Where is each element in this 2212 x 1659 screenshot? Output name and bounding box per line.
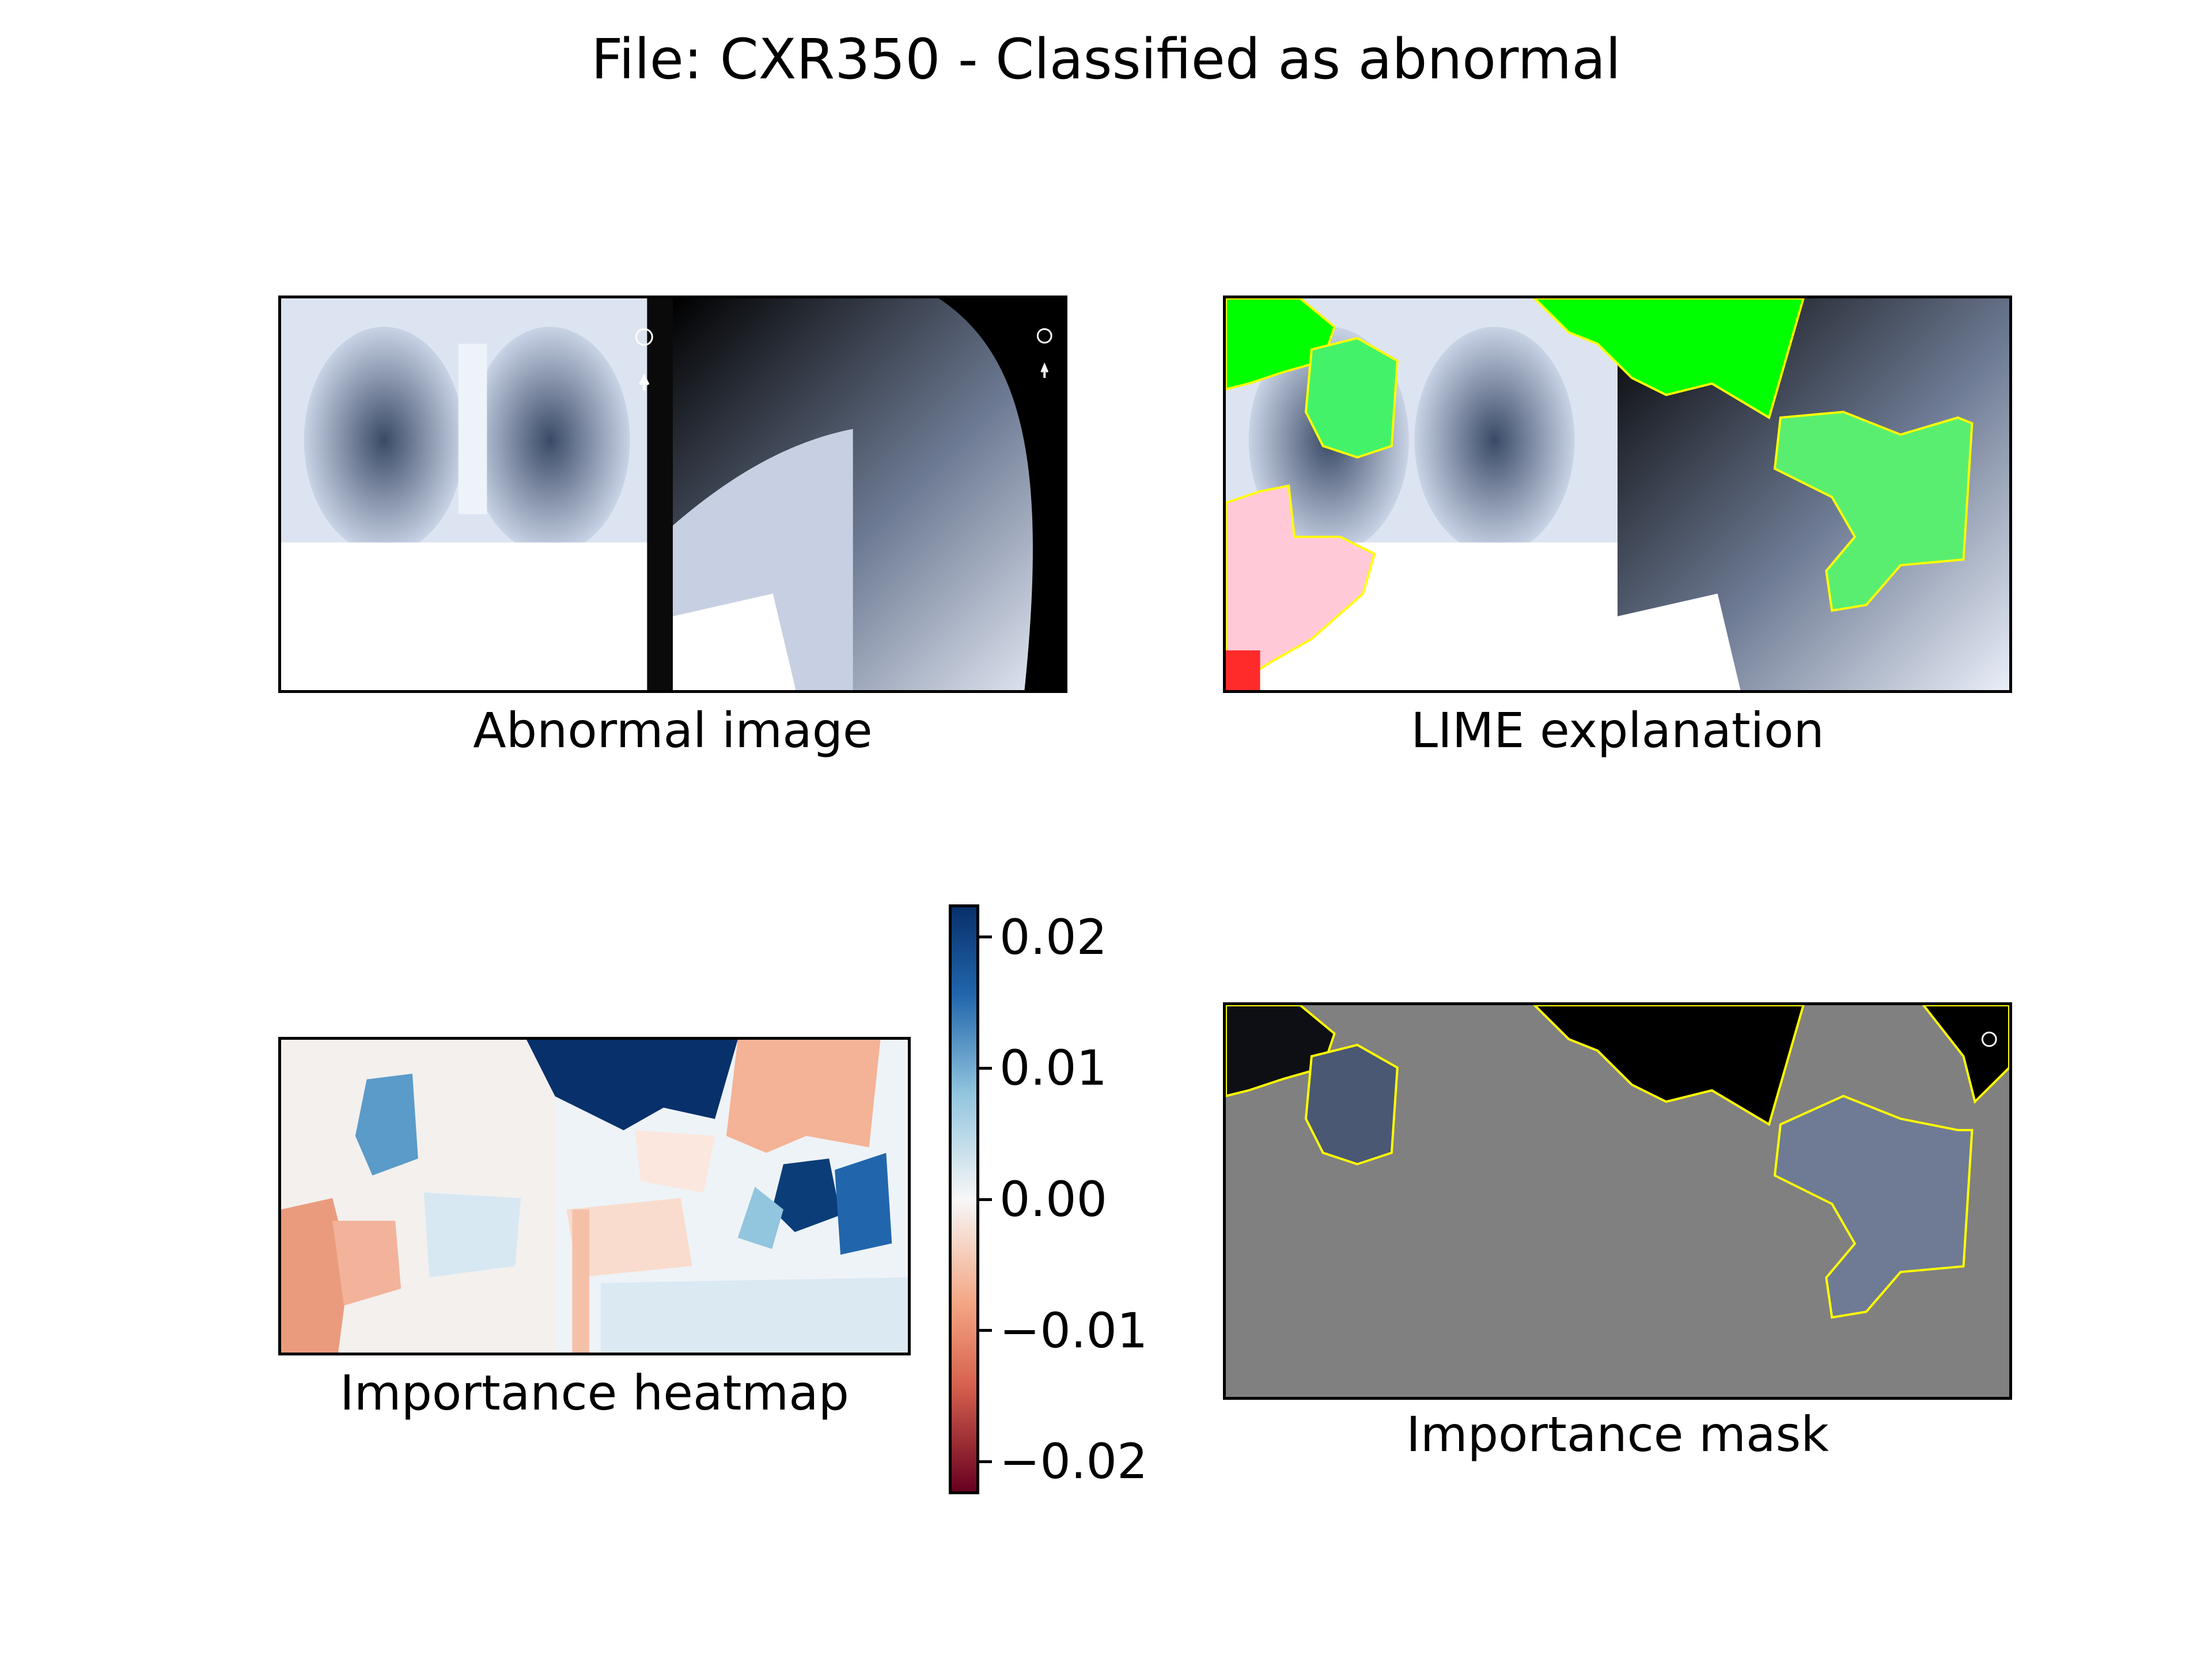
colorbar-tick-label: 0.02 bbox=[999, 908, 1108, 965]
importance-heatmap-panel bbox=[278, 1037, 911, 1355]
lime-explanation-caption: LIME explanation bbox=[1411, 702, 1824, 759]
colorbar-tick-label: 0.00 bbox=[999, 1171, 1108, 1228]
abnormal-image-caption: Abnormal image bbox=[473, 702, 873, 759]
colorbar-tick bbox=[979, 1198, 992, 1201]
colorbar-tick bbox=[979, 1460, 992, 1463]
abnormal-image-panel bbox=[278, 296, 1067, 693]
colorbar-tick bbox=[979, 935, 992, 939]
colorbar-tick bbox=[979, 1329, 992, 1332]
lime-explanation-image bbox=[1226, 298, 2009, 690]
importance-mask-image bbox=[1226, 1005, 2009, 1397]
importance-heatmap-caption: Importance heatmap bbox=[339, 1365, 849, 1421]
colorbar-tick-label: 0.01 bbox=[999, 1040, 1108, 1097]
lime-explanation-panel bbox=[1223, 296, 2012, 693]
figure-title: File: CXR350 - Classified as abnormal bbox=[591, 27, 1621, 92]
importance-mask-panel bbox=[1223, 1002, 2012, 1400]
importance-heatmap bbox=[281, 1040, 908, 1353]
colorbar bbox=[949, 904, 979, 1494]
importance-mask-caption: Importance mask bbox=[1406, 1406, 1829, 1463]
abnormal-image bbox=[281, 298, 1065, 690]
colorbar-tick-label: −0.01 bbox=[999, 1302, 1148, 1359]
colorbar-tick bbox=[979, 1066, 992, 1070]
colorbar-tick-label: −0.02 bbox=[999, 1433, 1148, 1490]
